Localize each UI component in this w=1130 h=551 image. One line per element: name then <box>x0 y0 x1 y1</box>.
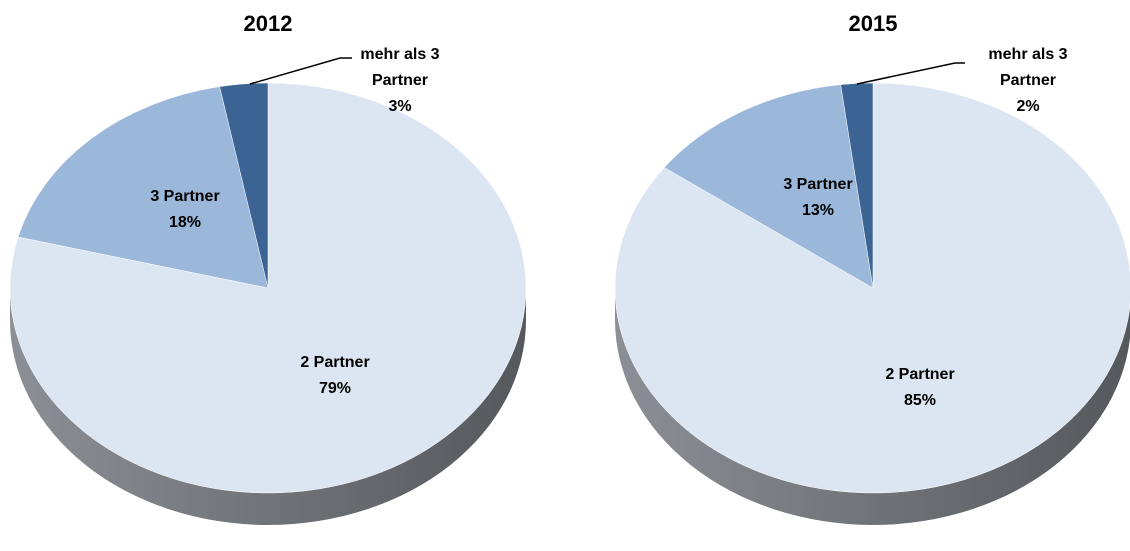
category-label: 2 Partner <box>300 354 370 371</box>
value-label: 2% <box>1016 98 1040 115</box>
chart-title: 2012 <box>244 11 293 36</box>
slice-label: 3 Partner 18% <box>115 184 255 236</box>
category-label: mehr als 3 Partner <box>360 46 440 89</box>
category-label: 3 Partner <box>783 176 853 193</box>
slice-label: mehr als 3 Partner 3% <box>340 42 460 120</box>
value-label: 13% <box>801 202 835 219</box>
slice-label: 2 Partner 85% <box>850 362 990 414</box>
value-label: 3% <box>388 98 412 115</box>
slice-label: 2 Partner 79% <box>265 350 405 402</box>
category-label: mehr als 3 Partner <box>988 46 1068 89</box>
slice-label: 3 Partner 13% <box>748 172 888 224</box>
value-label: 79% <box>318 380 352 397</box>
category-label: 3 Partner <box>150 188 220 205</box>
slice-label: mehr als 3 Partner 2% <box>968 42 1088 120</box>
leader-line <box>856 62 965 85</box>
pie-slice <box>17 86 269 289</box>
value-label: 18% <box>168 214 202 231</box>
chart-title: 2015 <box>849 11 898 36</box>
pie-slice <box>663 84 874 289</box>
category-label: 2 Partner <box>885 366 955 383</box>
value-label: 85% <box>903 392 937 409</box>
pie-slice <box>840 82 874 289</box>
leader-line <box>249 57 352 85</box>
pie-slice <box>9 82 527 494</box>
pie-slice <box>219 82 269 289</box>
